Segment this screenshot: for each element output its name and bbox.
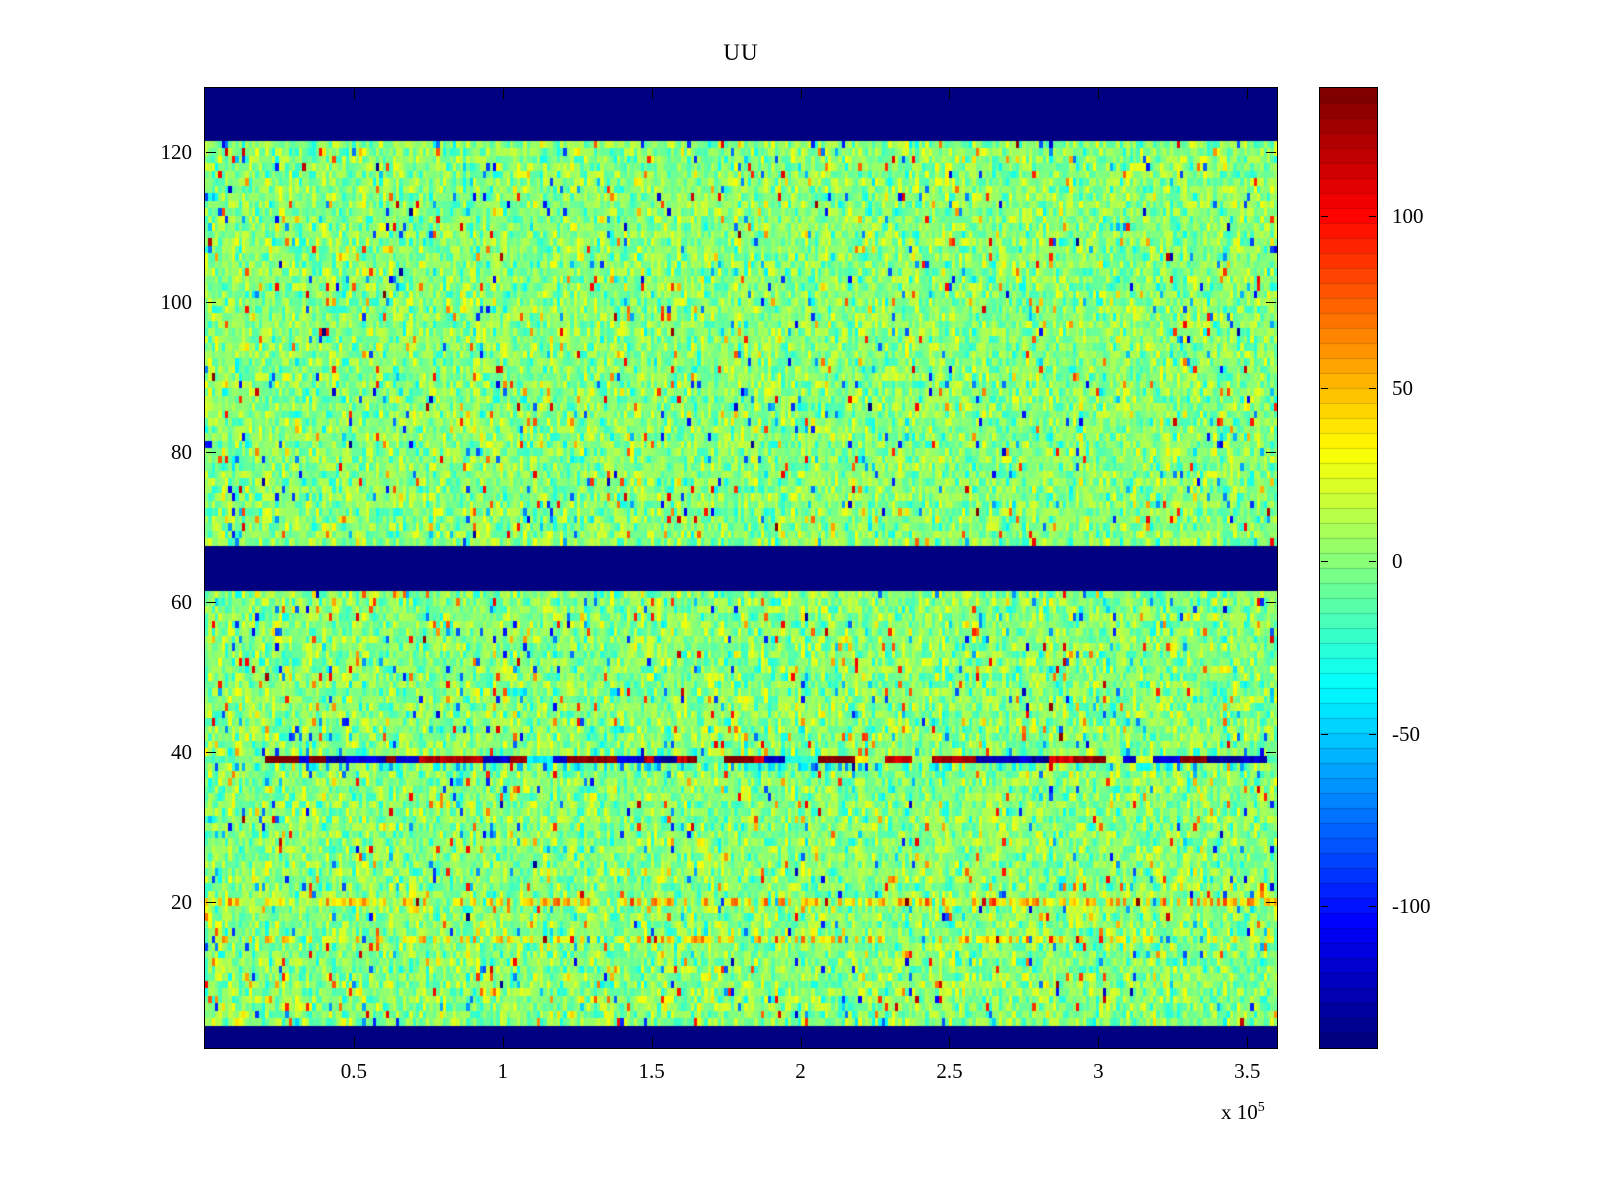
tick-mark xyxy=(206,751,216,753)
x-tick-label: 1.5 xyxy=(638,1059,665,1083)
tick-mark xyxy=(651,1037,653,1047)
tick-mark xyxy=(1369,215,1376,217)
tick-mark xyxy=(1266,901,1276,903)
exponent-value: 5 xyxy=(1257,1100,1265,1115)
tick-mark xyxy=(1247,1037,1249,1047)
x-tick-label: 2.5 xyxy=(936,1059,963,1083)
tick-mark xyxy=(1369,733,1376,735)
colorbar-tick-label: 0 xyxy=(1392,549,1403,574)
x-tick-label: 1 xyxy=(497,1059,509,1083)
tick-mark xyxy=(206,151,216,153)
colorbar-tick-label: -50 xyxy=(1392,721,1420,746)
tick-mark xyxy=(1321,906,1328,908)
tick-mark xyxy=(206,901,216,903)
tick-mark xyxy=(206,601,216,603)
tick-mark xyxy=(1266,751,1276,753)
y-tick-label: 80 xyxy=(171,439,192,464)
colorbar-tick-label: 100 xyxy=(1392,203,1424,228)
chart-title: UU xyxy=(723,40,759,65)
tick-mark xyxy=(1247,89,1249,99)
tick-mark xyxy=(353,89,355,99)
tick-mark xyxy=(1266,301,1276,303)
tick-mark xyxy=(1266,451,1276,453)
y-tick-label: 60 xyxy=(171,589,192,614)
tick-mark xyxy=(800,89,802,99)
tick-mark xyxy=(1369,388,1376,390)
tick-mark xyxy=(1266,151,1276,153)
exponent-prefix: x 10 xyxy=(1221,1100,1258,1124)
x-tick-label: 3 xyxy=(1093,1059,1104,1083)
tick-mark xyxy=(1321,215,1328,217)
tick-mark xyxy=(1321,733,1328,735)
y-tick-label: 120 xyxy=(160,139,193,164)
tick-mark xyxy=(1321,561,1328,563)
tick-mark xyxy=(1098,1037,1100,1047)
tick-mark xyxy=(206,451,216,453)
tick-mark xyxy=(1321,388,1328,390)
x-tick-label: 2 xyxy=(795,1059,806,1083)
colorbar-canvas xyxy=(1319,87,1378,1049)
tick-mark xyxy=(502,1037,504,1047)
tick-mark xyxy=(206,301,216,303)
heatmap-canvas xyxy=(204,87,1278,1049)
tick-mark xyxy=(949,89,951,99)
colorbar-tick-label: 50 xyxy=(1392,376,1413,401)
tick-mark xyxy=(1369,561,1376,563)
tick-mark xyxy=(502,89,504,99)
x-axis-exponent-label: x 105 xyxy=(1221,1100,1265,1125)
tick-mark xyxy=(1369,906,1376,908)
tick-mark xyxy=(1098,89,1100,99)
y-tick-label: 20 xyxy=(171,889,192,914)
colorbar-tick-label: -100 xyxy=(1392,894,1431,919)
tick-mark xyxy=(949,1037,951,1047)
tick-mark xyxy=(800,1037,802,1047)
tick-mark xyxy=(353,1037,355,1047)
x-tick-label: 0.5 xyxy=(340,1059,367,1083)
x-tick-label: 3.5 xyxy=(1234,1059,1261,1083)
y-tick-label: 40 xyxy=(171,739,192,764)
tick-mark xyxy=(1266,601,1276,603)
y-tick-label: 100 xyxy=(160,289,193,314)
tick-mark xyxy=(651,89,653,99)
